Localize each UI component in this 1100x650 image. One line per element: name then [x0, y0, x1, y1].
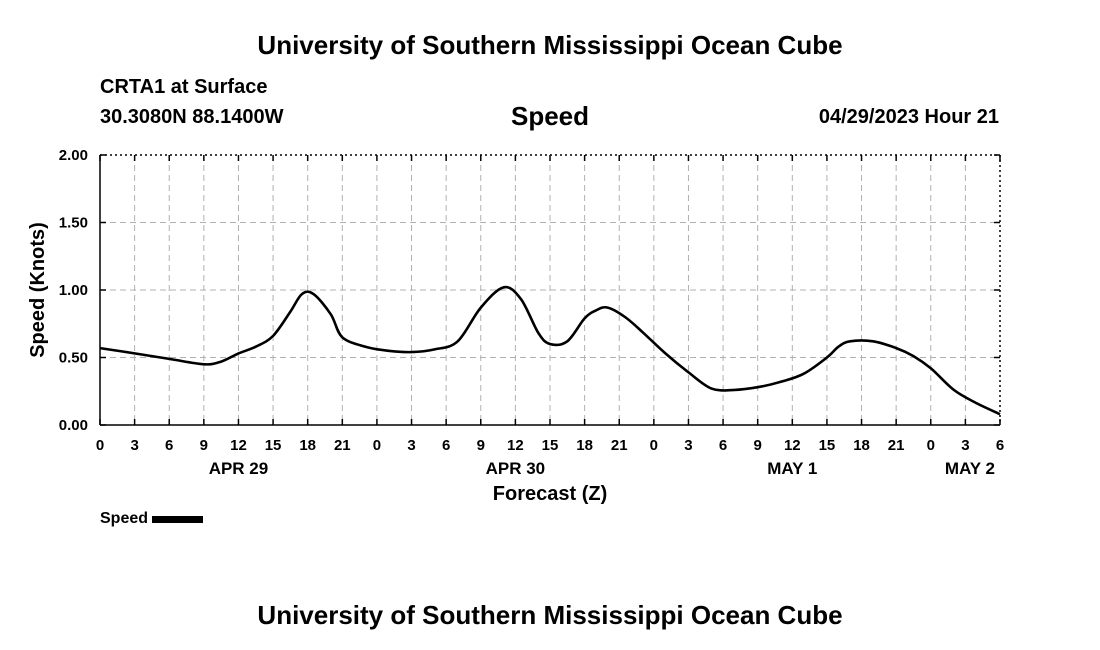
- x-tick-label: 0: [650, 437, 658, 454]
- x-tick-label: 3: [961, 437, 969, 454]
- y-tick-label: 2.00: [59, 147, 88, 164]
- x-tick-label: 15: [542, 437, 559, 454]
- speed-series-line: [99, 285, 1001, 416]
- y-tick-label: 0.00: [59, 417, 88, 434]
- tick-labels: 0 3 6 9 12 15 18 21 0 3 6 9 12 15 18 21 0 3 6 9 12 15 18 21 0 3 6 0…: [59, 147, 1004, 478]
- x-tick-label: 3: [407, 437, 415, 454]
- x-tick-label: 6: [996, 437, 1004, 454]
- day-label: APR 29: [209, 459, 269, 478]
- x-tick-label: 0: [927, 437, 935, 454]
- x-tick-label: 3: [130, 437, 138, 454]
- x-tick-label: 9: [754, 437, 762, 454]
- series: [99, 285, 1001, 416]
- x-tick-label: 9: [200, 437, 208, 454]
- y-tick-label: 1.00: [59, 282, 88, 299]
- y-tick-label: 1.50: [59, 215, 88, 232]
- x-tick-label: 12: [507, 437, 524, 454]
- legend: Speed: [100, 510, 204, 528]
- y-tick-label: 0.50: [59, 350, 88, 367]
- x-axis-title: Forecast (Z): [493, 483, 607, 505]
- x-tick-label: 15: [819, 437, 836, 454]
- x-tick-label: 18: [853, 437, 870, 454]
- axes: [99, 154, 1001, 426]
- forecast-datetime: 04/29/2023 Hour 21: [818, 106, 999, 128]
- legend-label: Speed: [100, 510, 149, 527]
- x-tick-label: 12: [784, 437, 801, 454]
- x-tick-label: 0: [96, 437, 104, 454]
- footer-title: University of Southern Mississippi Ocean…: [257, 600, 843, 630]
- x-tick-label: 9: [477, 437, 485, 454]
- x-tick-label: 6: [442, 437, 450, 454]
- page-title: University of Southern Mississippi Ocean…: [257, 30, 843, 60]
- y-axis-title: Speed (Knots): [27, 222, 49, 358]
- day-label: MAY 1: [767, 459, 817, 478]
- x-tick-label: 6: [165, 437, 173, 454]
- coordinates-label: 30.3080N 88.1400W: [100, 106, 284, 128]
- day-label: APR 30: [486, 459, 546, 478]
- x-tick-label: 21: [611, 437, 628, 454]
- legend-swatch: [152, 515, 204, 523]
- x-tick-label: 21: [888, 437, 905, 454]
- x-tick-label: 18: [299, 437, 316, 454]
- station-label: CRTA1 at Surface: [100, 76, 268, 98]
- x-tick-label: 15: [265, 437, 282, 454]
- x-tick-label: 18: [576, 437, 593, 454]
- day-label: MAY 2: [945, 459, 995, 478]
- x-tick-label: 3: [684, 437, 692, 454]
- x-tick-label: 0: [373, 437, 381, 454]
- chart-title: Speed: [510, 101, 590, 131]
- grid: [100, 155, 1000, 425]
- x-tick-label: 21: [334, 437, 351, 454]
- x-tick-label: 12: [230, 437, 247, 454]
- x-tick-label: 6: [719, 437, 727, 454]
